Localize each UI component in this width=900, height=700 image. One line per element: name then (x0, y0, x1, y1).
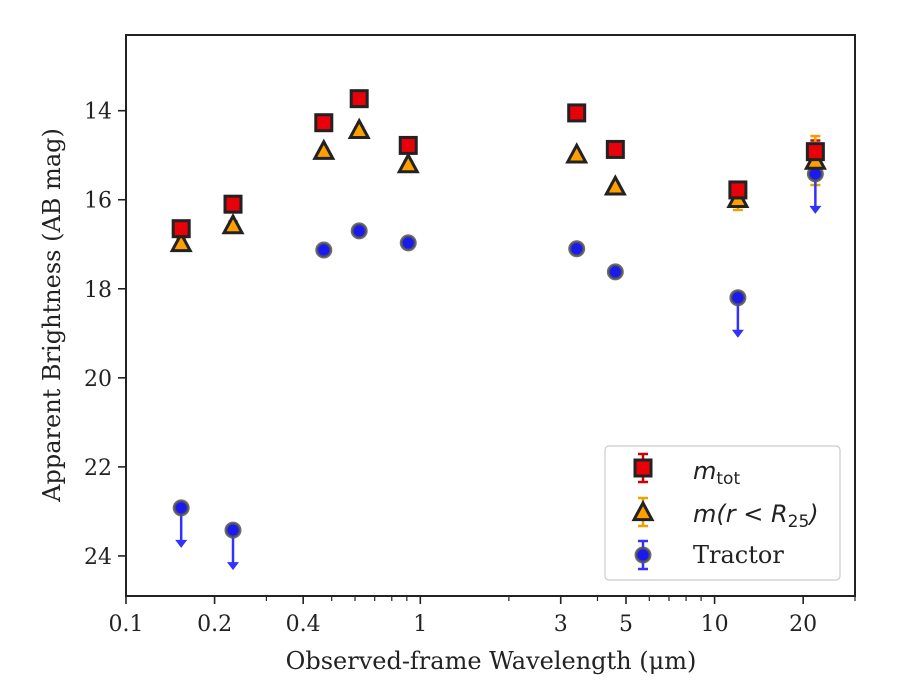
y-tick-label: 18 (84, 278, 112, 303)
data-point-triangle (396, 151, 420, 174)
y-tick-label: 16 (84, 189, 112, 214)
x-tick-label: 5 (619, 612, 633, 637)
y-tick-label: 20 (84, 367, 112, 392)
legend-marker-triangle (631, 499, 655, 522)
data-point-triangle (169, 230, 193, 253)
upper-limit-arrowhead (731, 329, 744, 338)
x-tick-label: 3 (554, 612, 568, 637)
plot-frame (125, 34, 856, 597)
legend: mtot m(r < R25) Tractor (604, 445, 841, 581)
data-point-triangle (221, 212, 245, 235)
x-tick-label: 1 (413, 612, 427, 637)
y-tick-label: 24 (84, 545, 112, 570)
plot-marks (169, 89, 827, 571)
data-point-square (314, 113, 334, 133)
data-point-circle (350, 222, 368, 240)
x-tick-label: 0.2 (197, 612, 232, 637)
data-point-circle (399, 234, 417, 252)
data-point-circle (606, 263, 624, 281)
legend-label-mr25: m(r < R25) (693, 500, 819, 532)
y-tick-label: 22 (84, 456, 112, 481)
legend-box (604, 445, 841, 581)
data-point-triangle (603, 174, 627, 196)
legend-marker-circle (634, 546, 652, 564)
legend-label-tractor: Tractor (693, 541, 784, 569)
x-tick-label: 0.4 (286, 612, 321, 637)
x-axis-title: Observed-frame Wavelength (μm) (286, 647, 697, 675)
data-point-square (728, 180, 748, 200)
data-point-circle (729, 289, 747, 307)
data-point-circle (568, 240, 586, 258)
upper-limit-arrowhead (175, 539, 188, 548)
data-point-triangle (347, 117, 371, 139)
data-point-square (349, 89, 369, 109)
data-point-circle (224, 521, 242, 539)
data-point-square (805, 142, 825, 162)
data-point-square (171, 219, 191, 239)
data-point-square (567, 103, 587, 123)
upper-limit-arrowhead (227, 562, 240, 571)
data-point-triangle (312, 138, 336, 160)
axes: 0.1 0.2 0.4 1 3 5 10 20 14 16 18 20 22 24 (84, 100, 856, 637)
data-point-square (398, 135, 418, 155)
upper-limit-arrowhead (809, 205, 822, 214)
legend-label-mtot: mtot (693, 457, 740, 489)
data-point-square (605, 139, 625, 159)
y-tick-label: 14 (84, 100, 112, 125)
data-point-circle (172, 499, 190, 517)
x-tick-label: 0.1 (109, 612, 144, 637)
y-axis-title: Apparent Brightness (AB mag) (38, 128, 66, 503)
data-point-square (223, 194, 243, 214)
x-tick-label: 20 (789, 612, 817, 637)
data-point-triangle (565, 142, 589, 164)
data-point-circle (315, 241, 333, 259)
legend-marker-square (633, 458, 653, 478)
x-tick-label: 10 (701, 612, 729, 637)
